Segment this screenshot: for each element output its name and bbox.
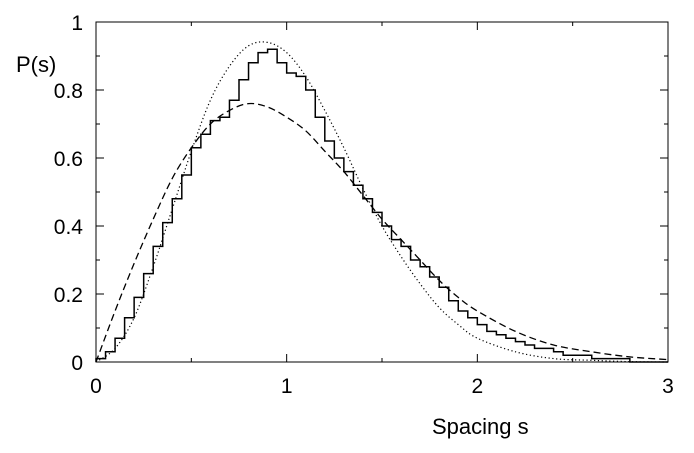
y-tick-label: 1 xyxy=(71,12,83,35)
plot-area: 0 1 2 3 0 0.2 0.4 0.6 0.8 1 xyxy=(54,12,674,398)
y-tick-label: 0.4 xyxy=(54,216,84,239)
dotted-curve-series xyxy=(95,41,669,363)
x-axis-label: Spacing s xyxy=(432,414,529,439)
x-tick-label: 1 xyxy=(281,375,293,398)
x-tick-label: 0 xyxy=(90,375,102,398)
x-tick-label: 3 xyxy=(662,375,674,398)
histogram-series xyxy=(95,48,668,363)
y-tick-label: 0.8 xyxy=(54,80,83,103)
y-axis-label: P(s) xyxy=(16,52,56,77)
y-tick-label: 0 xyxy=(71,352,83,375)
ticks-layer: 0 1 2 3 0 0.2 0.4 0.6 0.8 1 xyxy=(54,12,674,398)
x-tick-label: 2 xyxy=(471,375,483,398)
y-tick-label: 0.2 xyxy=(54,284,83,307)
series-layer xyxy=(95,41,669,363)
y-tick-label: 0.6 xyxy=(54,148,83,171)
dashed-curve-series xyxy=(95,102,669,363)
